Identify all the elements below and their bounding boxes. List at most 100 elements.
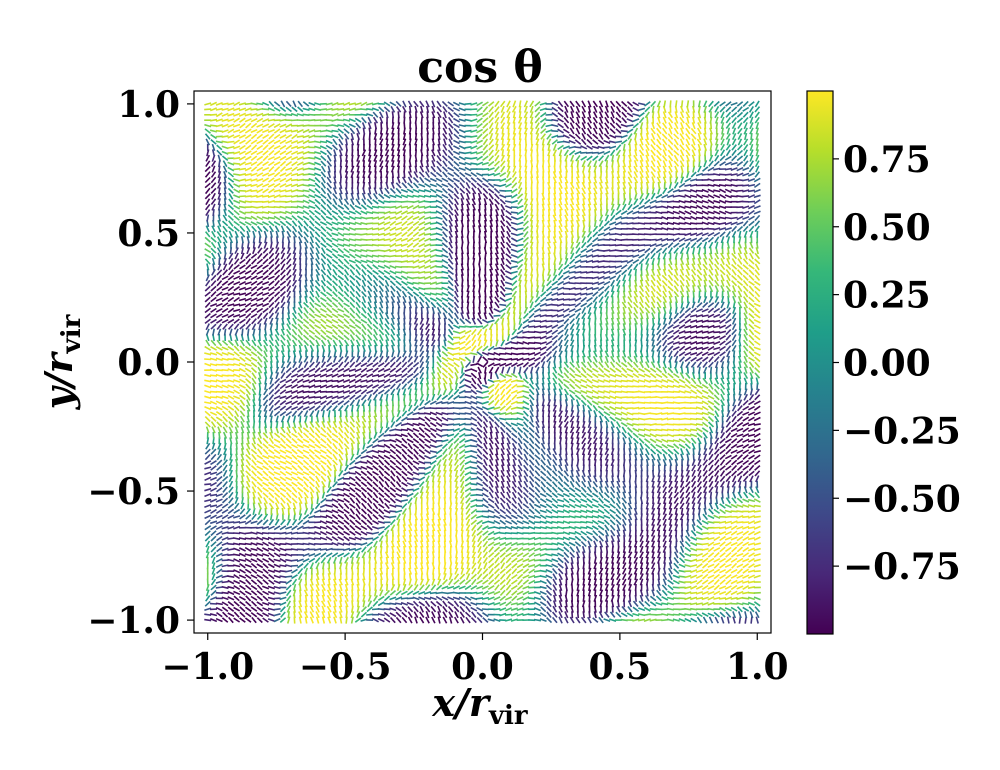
field-segment <box>267 172 275 177</box>
field-segment <box>234 328 239 336</box>
field-segment <box>360 318 368 324</box>
field-segment <box>419 491 424 499</box>
field-segment <box>291 410 298 417</box>
field-segment <box>355 279 361 287</box>
field-segment <box>233 369 241 372</box>
field-segment <box>321 263 326 271</box>
field-segment <box>256 150 264 156</box>
field-segment <box>304 241 308 249</box>
field-segment <box>240 247 244 255</box>
field-segment <box>349 514 356 520</box>
field-segment <box>315 290 320 298</box>
field-segment <box>267 275 275 281</box>
field-segment <box>348 384 356 389</box>
field-segment <box>366 541 374 547</box>
field-segment <box>337 404 344 412</box>
field-segment <box>356 399 361 407</box>
field-segment <box>267 525 275 530</box>
field-segment <box>390 317 395 325</box>
field-segment <box>366 531 374 535</box>
field-segment <box>379 132 384 141</box>
field-segment <box>389 515 397 519</box>
field-segment <box>211 149 216 157</box>
field-segment <box>229 431 233 439</box>
field-segment <box>395 215 403 221</box>
field-segment <box>279 591 287 595</box>
field-segment <box>314 172 322 177</box>
field-segment <box>262 172 270 177</box>
field-segment <box>233 318 240 325</box>
field-segment <box>418 481 425 488</box>
field-segment <box>419 486 424 494</box>
field-segment <box>406 194 414 198</box>
field-segment <box>308 339 315 347</box>
field-segment <box>250 562 258 569</box>
field-segment <box>476 325 484 328</box>
field-segment <box>333 160 337 168</box>
field-segment <box>308 177 316 183</box>
field-segment <box>227 384 235 389</box>
field-segment <box>314 140 322 144</box>
field-segment <box>223 171 228 179</box>
field-segment <box>274 279 281 287</box>
field-segment <box>233 101 241 107</box>
field-segment <box>331 258 339 265</box>
field-segment <box>360 525 368 531</box>
field-segment <box>314 373 322 378</box>
field-segment <box>222 236 228 244</box>
field-segment <box>297 312 303 320</box>
field-segment <box>234 247 239 255</box>
field-segment <box>414 377 418 385</box>
field-segment <box>221 140 229 144</box>
field-segment <box>343 421 350 428</box>
field-segment <box>223 203 227 211</box>
field-segment <box>296 471 304 476</box>
field-segment <box>414 616 418 624</box>
field-segment <box>331 384 339 389</box>
field-segment <box>256 519 263 526</box>
field-segment <box>274 399 281 406</box>
field-segment <box>268 339 275 347</box>
field-segment <box>256 361 263 368</box>
field-segment <box>308 531 316 535</box>
field-segment <box>286 285 292 293</box>
field-segment <box>424 606 431 613</box>
field-segment <box>262 252 269 260</box>
field-segment <box>276 507 279 515</box>
field-segment <box>262 264 269 270</box>
field-segment <box>314 226 321 232</box>
field-segment <box>389 596 397 601</box>
field-segment <box>425 535 430 543</box>
field-segment <box>239 611 246 618</box>
field-segment <box>325 135 333 138</box>
field-segment <box>326 475 332 483</box>
field-segment <box>408 350 413 358</box>
field-segment <box>424 248 431 253</box>
field-segment <box>256 568 264 574</box>
field-segment <box>262 437 269 444</box>
field-segment <box>383 617 391 623</box>
field-segment <box>362 578 366 586</box>
field-segment <box>273 608 281 611</box>
field-segment <box>256 205 264 209</box>
field-segment <box>331 498 339 503</box>
field-segment <box>262 487 269 493</box>
field-segment <box>418 232 426 237</box>
field-segment <box>397 149 401 157</box>
field-segment <box>233 595 240 602</box>
field-segment <box>215 557 223 563</box>
field-segment <box>239 345 246 352</box>
field-segment <box>368 127 371 135</box>
field-segment <box>221 129 229 133</box>
field-segment <box>256 475 264 482</box>
field-segment <box>360 618 368 622</box>
field-segment <box>319 145 327 150</box>
field-segment <box>395 356 402 363</box>
field-segment <box>235 236 239 244</box>
field-segment <box>291 460 298 465</box>
field-segment <box>332 268 338 276</box>
field-segment <box>273 133 281 140</box>
field-segment <box>402 138 407 146</box>
field-segment <box>396 176 401 184</box>
field-segment <box>314 502 321 510</box>
